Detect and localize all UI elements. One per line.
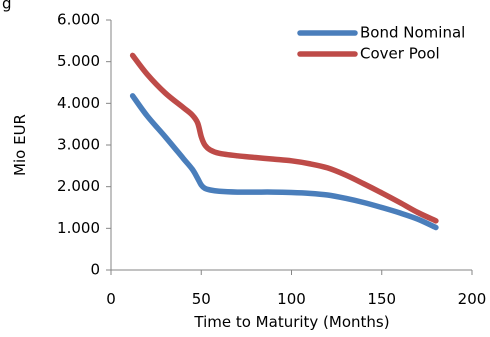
x-tick-label: 0	[106, 290, 116, 308]
y-tick-label: 1.000	[57, 219, 100, 237]
series-lines	[129, 52, 439, 231]
x-tick-label: 200	[458, 290, 487, 308]
x-tick-label: 100	[277, 290, 306, 308]
y-tick-label: 6.000	[57, 11, 100, 29]
y-ticks: 0 1.000 2.000 3.000 4.000 5.000 6.000	[57, 11, 111, 279]
x-axis-title: Time to Maturity (Months)	[193, 313, 389, 331]
y-tick-label: 4.000	[57, 94, 100, 112]
y-axis-title: Mio EUR	[11, 114, 29, 176]
y-tick-label: 3.000	[57, 136, 100, 154]
y-tick-label: 0	[90, 261, 100, 279]
legend-label-cover-pool: Cover Pool	[360, 45, 440, 63]
x-tick-label: 150	[367, 290, 396, 308]
series-line-bond-nominal	[129, 93, 439, 231]
x-tick-label: 50	[192, 290, 211, 308]
legend: Bond Nominal Cover Pool	[297, 24, 465, 63]
y-tick-label: 2.000	[57, 177, 100, 195]
series-line-cover-pool	[129, 52, 439, 224]
x-ticks: 0 50 100 150 200	[106, 270, 486, 308]
legend-label-bond-nominal: Bond Nominal	[360, 24, 465, 42]
header-fragment: g	[2, 0, 12, 13]
y-tick-label: 5.000	[57, 52, 100, 70]
